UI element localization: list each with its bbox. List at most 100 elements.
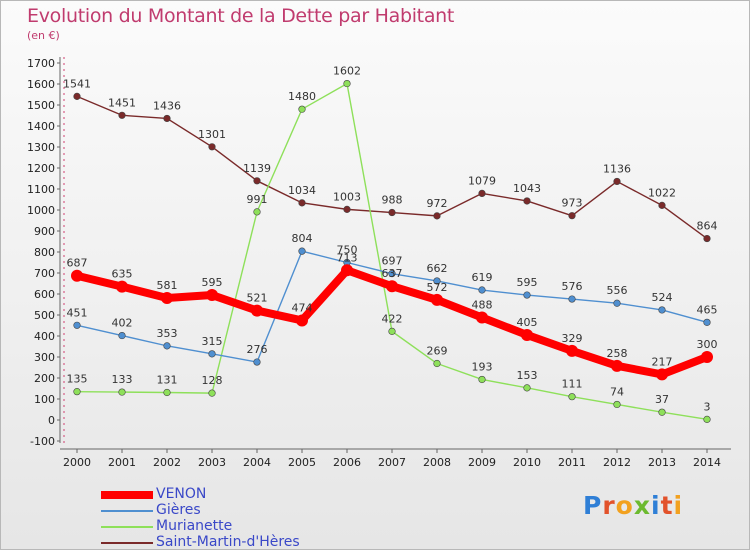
y-tick-label: 1400 xyxy=(27,120,55,133)
x-tick-label: 2014 xyxy=(693,456,721,469)
y-tick-label: 1100 xyxy=(27,183,55,196)
data-point xyxy=(163,388,171,397)
x-tick-label: 2010 xyxy=(513,456,541,469)
data-point xyxy=(208,143,216,151)
y-tick-label: 400 xyxy=(34,330,55,343)
y-tick-label: 300 xyxy=(34,351,55,364)
data-label: 131 xyxy=(157,373,178,386)
data-point xyxy=(388,270,396,278)
data-point xyxy=(208,350,216,358)
data-label: 422 xyxy=(382,312,403,325)
data-label: 1043 xyxy=(513,182,541,195)
data-label: 133 xyxy=(112,373,133,386)
data-label: 662 xyxy=(427,262,448,275)
data-point xyxy=(523,197,531,205)
data-point xyxy=(613,400,621,409)
data-point xyxy=(656,368,668,381)
data-point xyxy=(73,388,81,396)
data-point xyxy=(433,212,441,220)
y-tick-label: 600 xyxy=(34,288,55,301)
legend-label: Saint-Martin-d'Hères xyxy=(156,534,300,550)
data-point xyxy=(163,114,171,123)
data-point xyxy=(611,359,623,372)
data-point xyxy=(431,293,443,306)
data-label: 1451 xyxy=(108,96,136,109)
x-tick-label: 2012 xyxy=(603,456,631,469)
data-point xyxy=(658,201,666,209)
data-label: 595 xyxy=(517,276,538,289)
data-point xyxy=(433,277,441,285)
data-point xyxy=(658,408,666,416)
data-point xyxy=(343,79,351,88)
data-point xyxy=(566,344,578,357)
data-point xyxy=(568,212,576,220)
data-point xyxy=(71,269,83,282)
data-labels: 1541 1451 1436 1301 1139 1034 1003 988 972 1079 10… xyxy=(63,65,718,414)
data-point xyxy=(386,280,398,293)
x-tick-label: 2001 xyxy=(108,456,136,469)
x-tick-label: 2013 xyxy=(648,456,676,469)
data-label: 804 xyxy=(292,232,313,245)
y-tick-label: 100 xyxy=(34,393,55,406)
data-point xyxy=(298,247,306,255)
legend-label: Murianette xyxy=(156,518,233,534)
data-label: 988 xyxy=(382,194,403,207)
data-label: 697 xyxy=(382,255,403,268)
data-label: 488 xyxy=(472,299,493,312)
proxiti-logo: Proxiti xyxy=(583,491,684,520)
y-tick-label: 1000 xyxy=(27,204,55,217)
legend-swatch xyxy=(101,526,153,528)
data-label: 3 xyxy=(704,400,711,413)
data-label: 1136 xyxy=(603,162,631,175)
data-point xyxy=(521,328,533,341)
data-label: 269 xyxy=(427,345,448,358)
data-label: 1003 xyxy=(333,190,361,203)
data-point xyxy=(476,311,488,324)
data-point xyxy=(116,280,128,293)
data-point xyxy=(343,205,351,213)
data-label: 451 xyxy=(67,306,88,319)
data-label: 713 xyxy=(337,251,358,264)
data-label: 135 xyxy=(67,373,88,386)
data-point xyxy=(388,208,396,217)
data-label: 1602 xyxy=(333,65,361,78)
legend-swatch xyxy=(101,510,153,512)
x-tick-label: 2003 xyxy=(198,456,226,469)
y-tick-label: 700 xyxy=(34,267,55,280)
data-point xyxy=(701,351,713,363)
data-label: 1079 xyxy=(468,174,496,187)
legend-swatch xyxy=(101,542,153,544)
data-label: 1139 xyxy=(243,162,271,175)
x-tick-label: 2011 xyxy=(558,456,586,469)
data-point xyxy=(478,286,486,294)
data-label: 128 xyxy=(202,374,223,387)
data-point xyxy=(253,358,261,366)
data-label: 864 xyxy=(697,220,718,233)
data-point xyxy=(478,375,486,384)
data-label: 572 xyxy=(427,281,448,294)
data-label: 595 xyxy=(202,276,223,289)
data-point xyxy=(118,111,126,119)
data-point xyxy=(206,289,218,302)
data-label: 1541 xyxy=(63,77,91,90)
data-label: 524 xyxy=(652,291,673,304)
data-point xyxy=(163,342,171,350)
axes: -100 0 100 200 300 400 500 600 700 800 900 1000 1100… xyxy=(27,57,731,469)
data-label: 37 xyxy=(655,393,669,406)
y-tick-label: 200 xyxy=(34,372,55,385)
data-point xyxy=(568,393,576,401)
data-point xyxy=(613,299,621,307)
data-label: 465 xyxy=(697,303,718,316)
data-point xyxy=(161,291,173,304)
data-label: 637 xyxy=(382,267,403,280)
data-point xyxy=(253,208,261,216)
data-point xyxy=(73,321,81,329)
chart-unit: (en €) xyxy=(27,29,60,42)
data-label: 353 xyxy=(157,327,178,340)
y-tick-label: 1500 xyxy=(27,99,55,112)
data-label: 1022 xyxy=(648,186,676,199)
y-tick-label: 800 xyxy=(34,246,55,259)
data-label: 315 xyxy=(202,335,223,348)
data-point xyxy=(253,177,261,185)
